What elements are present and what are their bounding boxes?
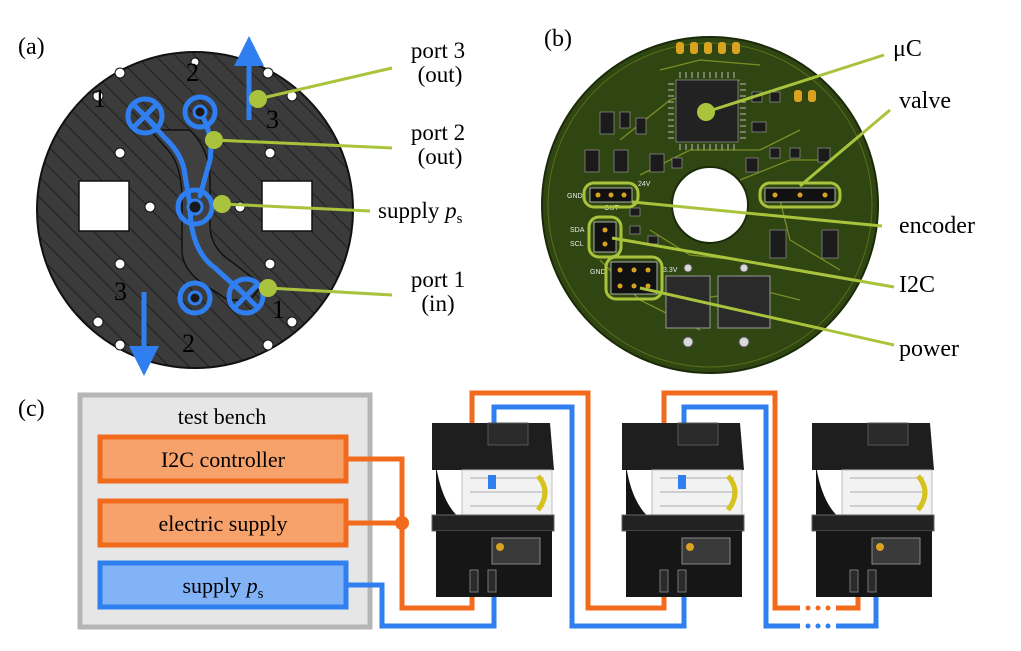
silk-gnd-power: GND: [590, 269, 606, 276]
callout-i2c: I2C: [899, 272, 935, 298]
blue-bus: [346, 404, 879, 629]
port-marker-2-lower: [177, 280, 213, 316]
pneumatic-supply-label: supply ps: [182, 573, 263, 602]
callout-uc: μC: [893, 36, 922, 62]
valve-module-2: [621, 422, 745, 597]
i2c-highlight: [587, 215, 623, 259]
power-module-right: [717, 275, 771, 329]
callout-dots-a: [205, 90, 277, 297]
silk-24v: 24V: [638, 181, 651, 188]
callout-encoder: encoder: [899, 213, 975, 239]
panel-c-tag: (c): [18, 396, 45, 422]
port-marker-1-closed: [125, 96, 165, 136]
electric-supply-box: [97, 498, 349, 548]
continuation-dots: [805, 605, 831, 629]
port-number-label: 1: [272, 295, 285, 324]
orange-bus: [346, 390, 861, 611]
callout-valve: valve: [899, 88, 951, 114]
port-number-label: 2: [182, 329, 195, 358]
port-number-label: 1: [93, 84, 106, 113]
arrow-in-icon: [129, 292, 159, 376]
port-marker-supply: [175, 187, 215, 227]
encoder-highlight: [582, 181, 640, 209]
callout-port3: port 3: [411, 38, 465, 63]
port-number-label: 3: [114, 277, 127, 306]
callout-port3-sub: (out): [418, 62, 463, 87]
plate-holes: [92, 57, 298, 351]
port-number-label: 2: [186, 58, 199, 87]
pcb-board: GND SDA SCL GND 3.3V 24V OUT: [541, 36, 879, 374]
port-number-label: 3: [266, 105, 279, 134]
callout-port2-sub: (out): [418, 144, 463, 169]
valve-module-1: [431, 422, 555, 597]
valve-module-3: [811, 422, 935, 597]
silk-scl: SCL: [570, 241, 584, 248]
test-bench-title: test bench: [178, 404, 267, 429]
callout-leaders-a: [213, 66, 393, 297]
callout-port2: port 2: [411, 120, 465, 145]
callout-supply: supply ps: [378, 198, 463, 227]
port-marker-2-open: [182, 94, 218, 130]
uc-callout-dot: [697, 103, 715, 121]
silk-3v3: 3.3V: [663, 267, 678, 274]
callout-power: power: [899, 336, 959, 362]
port-number-labels: 1 2 3 1 2 3: [93, 58, 285, 358]
silk-gnd: GND: [567, 193, 583, 200]
power-highlight: [604, 255, 664, 301]
port-marker-1-closed-lower: [226, 276, 266, 316]
orange-junction: [395, 516, 409, 530]
valve-highlight: [758, 181, 842, 209]
panel-a-tag: (a): [18, 34, 45, 60]
electric-supply-label: electric supply: [159, 511, 288, 536]
i2c-controller-label: I2C controller: [161, 447, 286, 472]
silk-sda: SDA: [570, 227, 585, 234]
i2c-controller-box: [97, 434, 349, 484]
panel-b-tag: (b): [544, 26, 572, 52]
arrow-out-icon: [234, 36, 264, 120]
plate-cutout-left: [78, 180, 130, 232]
callout-leaders-b: [611, 53, 895, 347]
pneumatic-supply-box: [97, 560, 349, 610]
callout-port1-sub: (in): [421, 291, 454, 316]
callout-port1: port 1: [411, 267, 465, 292]
